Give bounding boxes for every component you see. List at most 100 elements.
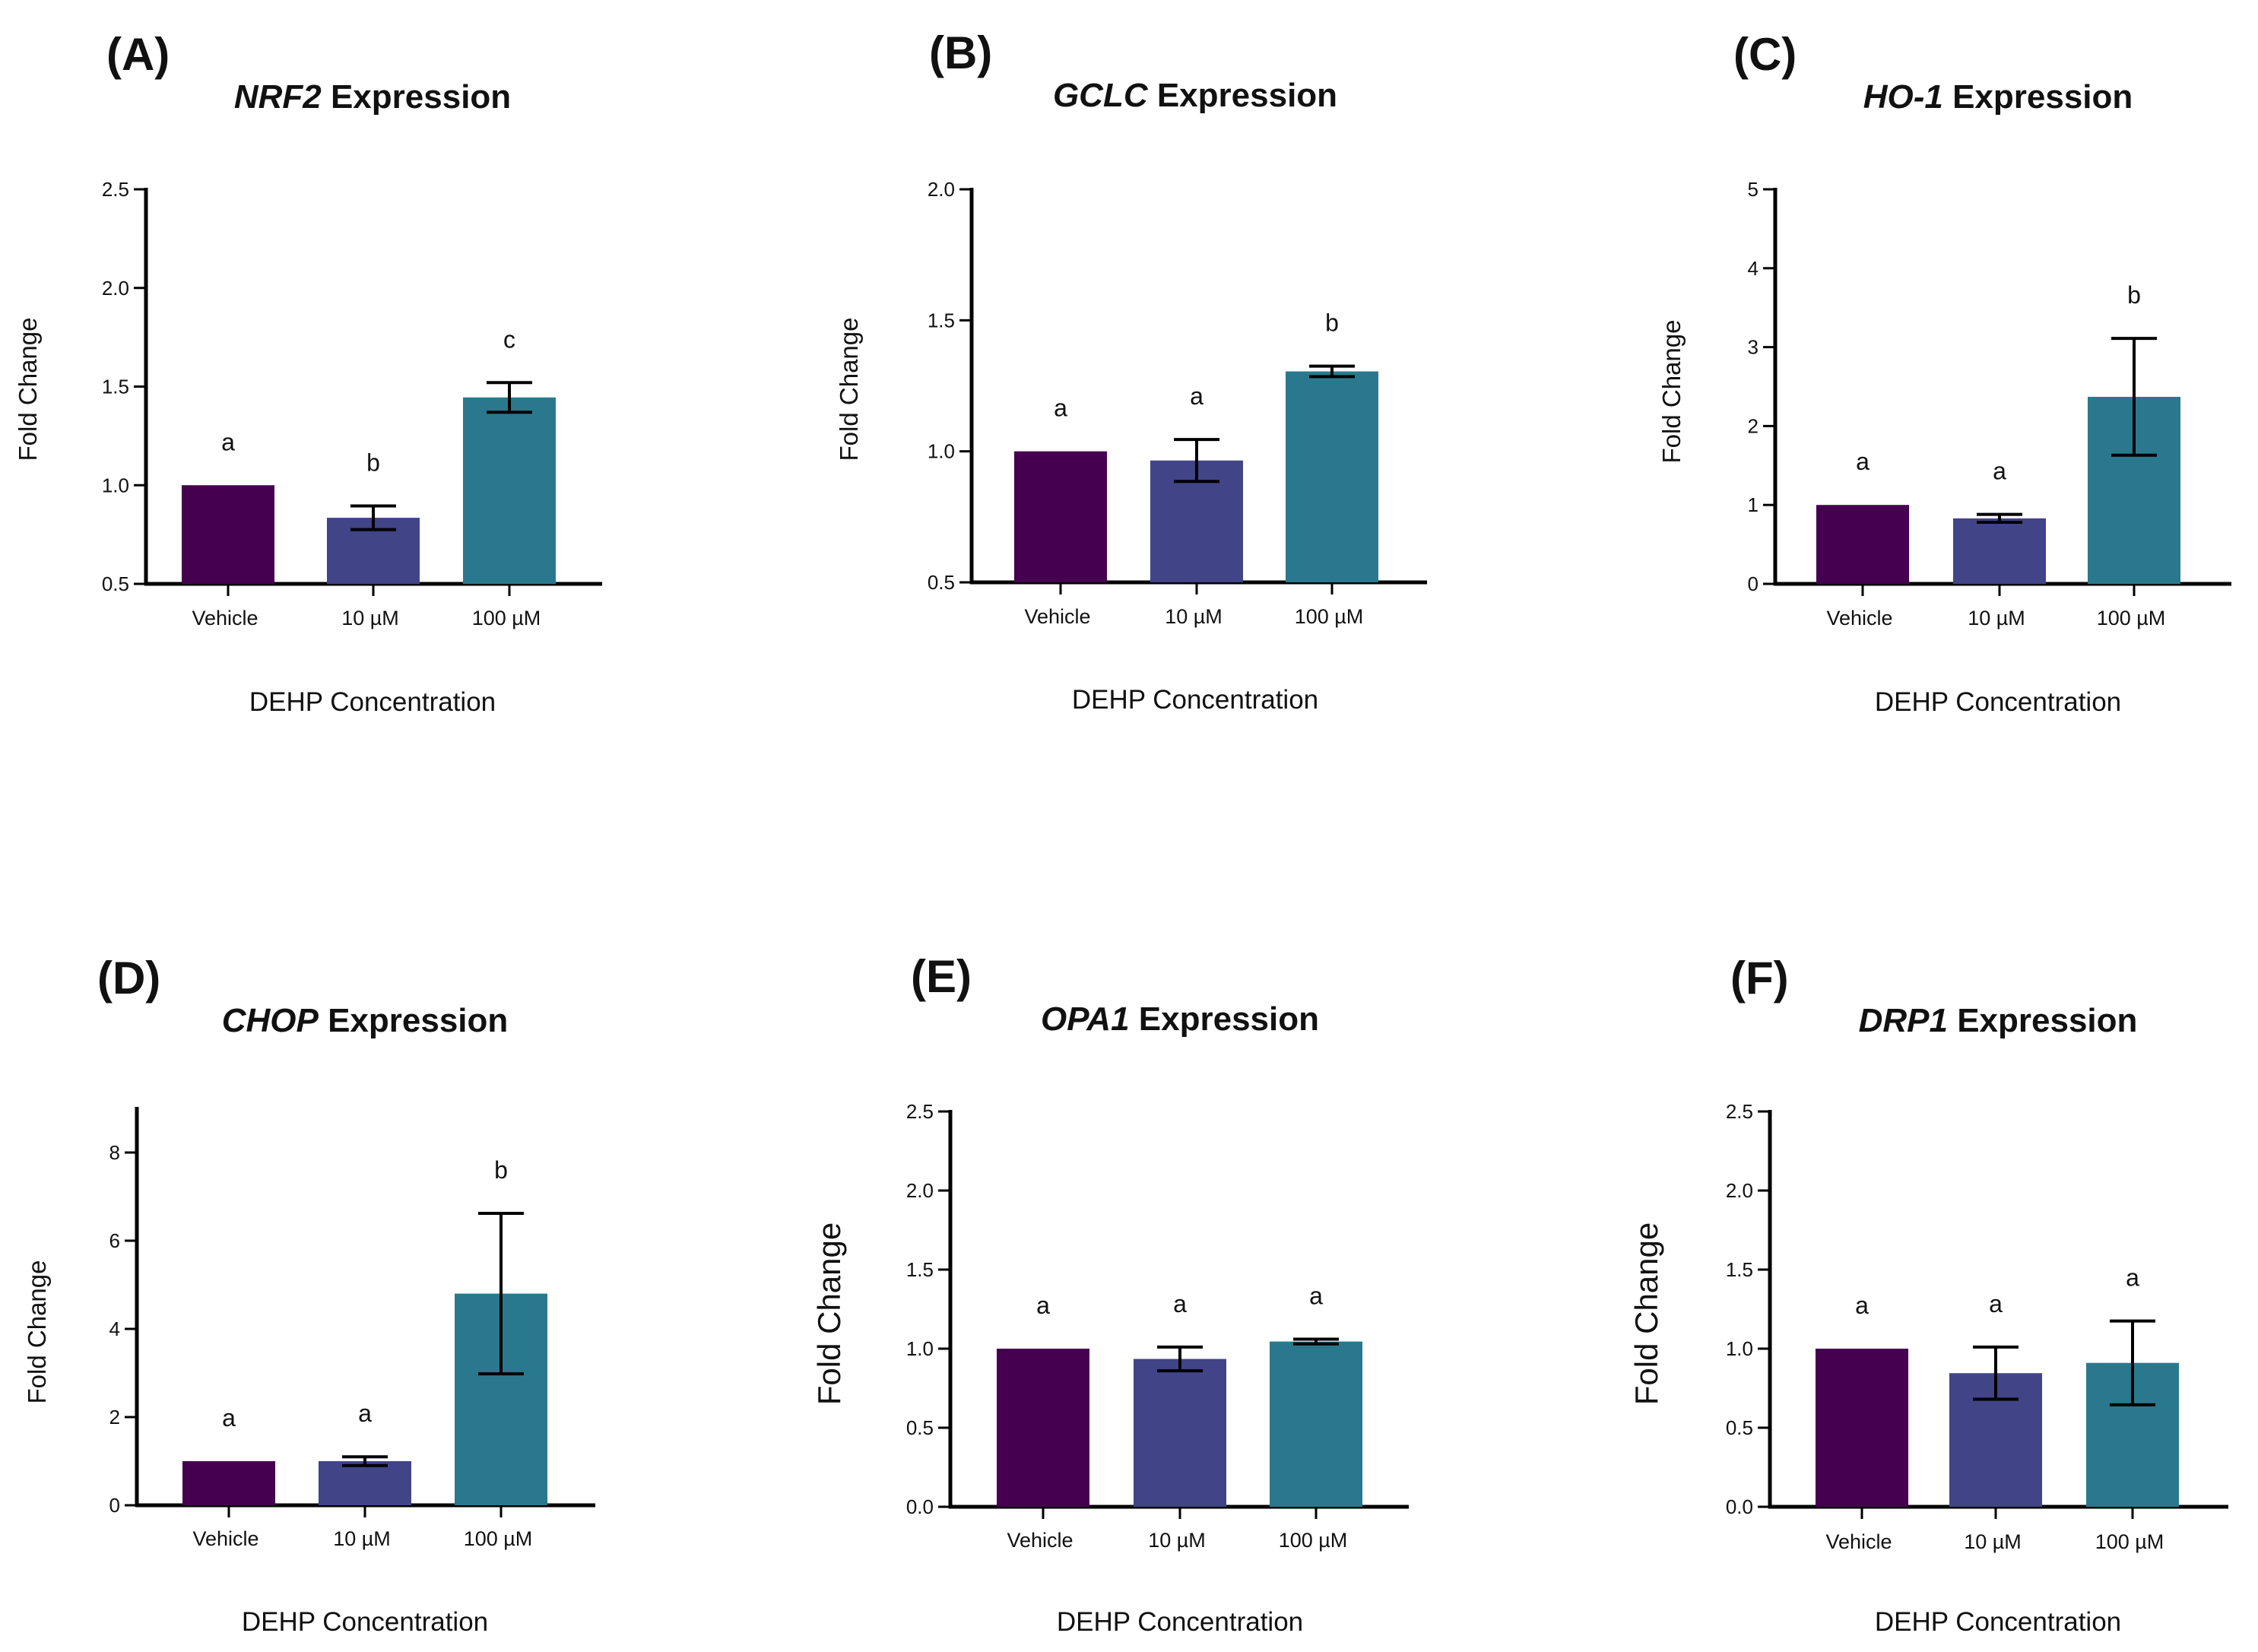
bar-2 bbox=[319, 1461, 411, 1505]
x-axis-title: DEHP Concentration bbox=[1057, 1607, 1303, 1637]
chart-title: NRF2 Expression bbox=[234, 78, 511, 116]
bar-1 bbox=[182, 485, 274, 584]
chart-title: DRP1 Expression bbox=[1859, 1002, 2138, 1039]
y-tick-label: 2.5 bbox=[102, 178, 129, 201]
chart-panel-e: (E) OPA1 Expression 0.0 0.5 1.0 1.5 2.0 2.5 a Veh… bbox=[811, 951, 1409, 1637]
y-tick-label: 4 bbox=[1748, 257, 1759, 280]
title-gene: GCLC bbox=[1053, 77, 1149, 114]
x-tick-label: Vehicle bbox=[1024, 605, 1090, 628]
y-tick-label: 0.5 bbox=[928, 571, 955, 594]
bar-2 bbox=[1134, 1359, 1226, 1507]
bar-2 bbox=[1953, 518, 2046, 584]
y-axis-title: Fold Change bbox=[1628, 1222, 1664, 1406]
significance-letter: b bbox=[2127, 281, 2141, 309]
y-tick-label: 2.0 bbox=[906, 1179, 934, 1202]
y-tick-label: 2.5 bbox=[906, 1100, 934, 1123]
y-tick-label: 2 bbox=[109, 1406, 120, 1428]
x-tick-label: 100 µM bbox=[1279, 1529, 1348, 1552]
bar-3 bbox=[1270, 1341, 1362, 1507]
title-gene: DRP1 bbox=[1859, 1002, 1948, 1039]
y-tick-label: 8 bbox=[109, 1141, 120, 1164]
significance-letter: a bbox=[1190, 382, 1204, 410]
chart-title: GCLC Expression bbox=[1053, 77, 1337, 114]
y-axis-title: Fold Change bbox=[14, 318, 42, 461]
y-tick-label: 1.5 bbox=[906, 1258, 934, 1281]
title-suffix: Expression bbox=[1943, 78, 2133, 116]
panel-label: (D) bbox=[97, 953, 160, 1004]
y-tick-label: 2.5 bbox=[1726, 1100, 1753, 1123]
significance-letter: a bbox=[1054, 395, 1067, 422]
bar-1 bbox=[1816, 1349, 1908, 1507]
y-tick-label: 0.0 bbox=[1726, 1495, 1753, 1518]
bar-1 bbox=[1816, 505, 1909, 584]
chart-panel-b: (B) GCLC Expression 0.5 1.0 1.5 2.0 a Vehicle a 1… bbox=[835, 27, 1427, 715]
significance-letter: a bbox=[1989, 1290, 2003, 1317]
x-tick-label: 100 µM bbox=[464, 1527, 533, 1550]
bar-1 bbox=[1014, 451, 1107, 582]
bar-1 bbox=[997, 1349, 1089, 1507]
y-tick-label: 2.0 bbox=[102, 277, 129, 300]
significance-letter: a bbox=[1036, 1292, 1050, 1319]
y-tick-label: 5 bbox=[1748, 178, 1759, 201]
y-tick-label: 6 bbox=[109, 1229, 120, 1252]
x-tick-label: 10 µM bbox=[341, 607, 399, 629]
x-tick-label: Vehicle bbox=[192, 1527, 258, 1550]
chart-title: CHOP Expression bbox=[222, 1002, 509, 1039]
x-tick-label: 10 µM bbox=[333, 1527, 391, 1550]
x-tick-label: 10 µM bbox=[1148, 1529, 1206, 1552]
x-tick-label: Vehicle bbox=[1826, 607, 1892, 629]
title-suffix: Expression bbox=[322, 78, 511, 116]
x-tick-label: Vehicle bbox=[1007, 1529, 1073, 1552]
significance-letter: a bbox=[2126, 1264, 2139, 1292]
panel-label: (F) bbox=[1730, 953, 1789, 1004]
significance-letter: b bbox=[494, 1156, 508, 1184]
panel-label: (C) bbox=[1733, 29, 1797, 80]
title-suffix: Expression bbox=[1130, 1000, 1319, 1038]
y-tick-label: 0 bbox=[109, 1494, 120, 1517]
x-tick-label: Vehicle bbox=[192, 607, 258, 629]
x-tick-label: 100 µM bbox=[472, 607, 541, 629]
x-axis-title: DEHP Concentration bbox=[1072, 685, 1318, 715]
significance-letter: a bbox=[1173, 1290, 1187, 1317]
title-suffix: Expression bbox=[1948, 1002, 2137, 1039]
y-axis-title: Fold Change bbox=[23, 1260, 51, 1404]
y-tick-label: 1.0 bbox=[1726, 1337, 1753, 1360]
y-tick-label: 1.0 bbox=[102, 474, 129, 496]
title-gene: CHOP bbox=[222, 1002, 319, 1039]
y-tick-label: 2 bbox=[1748, 414, 1759, 437]
x-axis-title: DEHP Concentration bbox=[242, 1607, 488, 1637]
y-axis-title: Fold Change bbox=[811, 1222, 847, 1406]
y-tick-label: 1.5 bbox=[1726, 1258, 1753, 1281]
significance-letter: b bbox=[366, 449, 380, 476]
significance-letter: a bbox=[358, 1400, 372, 1427]
significance-letter: a bbox=[1309, 1283, 1323, 1310]
y-tick-label: 0.5 bbox=[102, 572, 129, 595]
bar-3 bbox=[1286, 371, 1378, 582]
x-axis-title: DEHP Concentration bbox=[1875, 1607, 2121, 1637]
chart-title: HO-1 Expression bbox=[1863, 78, 2133, 116]
y-tick-label: 0.5 bbox=[906, 1416, 934, 1439]
significance-letter: b bbox=[1325, 309, 1339, 337]
y-tick-label: 1 bbox=[1748, 493, 1759, 516]
title-gene: HO-1 bbox=[1863, 78, 1943, 116]
y-axis-title: Fold Change bbox=[1657, 320, 1686, 464]
chart-panel-f: (F) DRP1 Expression 0.0 0.5 1.0 1.5 2.0 2.5 a Veh… bbox=[1628, 953, 2228, 1637]
y-tick-label: 1.0 bbox=[906, 1337, 934, 1360]
significance-letter: a bbox=[1855, 1292, 1869, 1319]
chart-panel-d: (D) CHOP Expression 0 2 4 6 8 a Vehicle a 10 µM b 10… bbox=[23, 953, 595, 1637]
y-tick-label: 0.5 bbox=[1726, 1416, 1753, 1439]
title-suffix: Expression bbox=[319, 1002, 508, 1039]
y-axis-title: Fold Change bbox=[835, 318, 863, 461]
x-axis-title: DEHP Concentration bbox=[1875, 687, 2121, 717]
significance-letter: a bbox=[1856, 448, 1870, 475]
significance-letter: a bbox=[222, 1404, 236, 1432]
chart-panel-a: (A) NRF2 Expression 0.5 1.0 1.5 2.0 2.5 a Vehicl… bbox=[14, 29, 602, 717]
y-tick-label: 1.5 bbox=[928, 309, 955, 331]
y-tick-label: 1.5 bbox=[102, 376, 129, 398]
y-tick-label: 4 bbox=[109, 1317, 120, 1340]
y-tick-label: 2.0 bbox=[928, 178, 955, 201]
bar-3 bbox=[463, 397, 556, 584]
y-tick-label: 0.0 bbox=[906, 1495, 934, 1518]
panel-label: (E) bbox=[911, 951, 972, 1002]
